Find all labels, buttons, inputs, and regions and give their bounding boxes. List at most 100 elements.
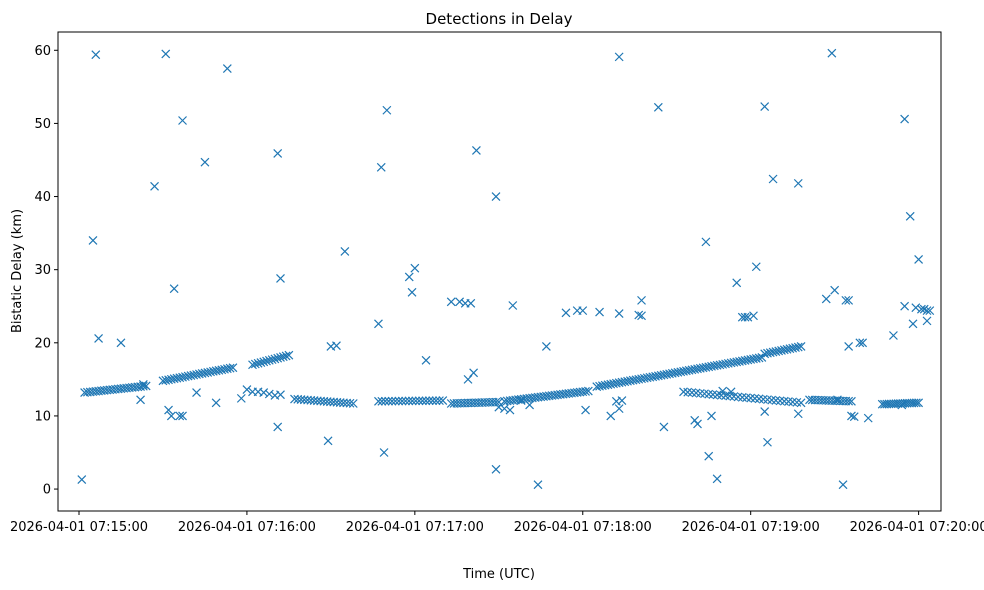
plot-frame (57, 31, 942, 512)
data-point-marker (788, 343, 798, 353)
data-point-marker (150, 181, 159, 191)
data-point-marker (178, 411, 187, 421)
data-point-marker (634, 310, 644, 320)
data-point-marker (847, 396, 856, 406)
data-point-marker (911, 398, 921, 408)
data-point-marker (595, 307, 604, 317)
data-point-marker (916, 304, 926, 314)
data-point-marker (136, 395, 145, 405)
data-point-marker (88, 235, 98, 245)
data-point-marker (581, 386, 590, 396)
data-point-marker (796, 342, 806, 351)
data-point-marker (525, 400, 535, 410)
data-point-marker (332, 341, 341, 351)
data-point-marker (760, 102, 770, 112)
data-point-marker (414, 396, 424, 406)
data-point-marker (379, 448, 389, 457)
data-point-marker (374, 319, 383, 329)
data-point-marker (469, 368, 479, 378)
data-point-marker (793, 409, 803, 419)
data-point-marker (606, 411, 616, 421)
data-point-marker (718, 386, 728, 396)
data-point-marker (166, 411, 176, 421)
data-point-marker (771, 347, 781, 356)
x-axis-label: Time (UTC) (462, 567, 535, 582)
data-point-marker (782, 344, 792, 354)
data-point-marker (421, 396, 431, 406)
data-point-marker (225, 363, 235, 373)
data-point-marker (743, 312, 753, 322)
data-point-marker (847, 411, 856, 421)
data-point-marker (900, 114, 910, 124)
data-point-marker (791, 343, 800, 353)
data-point-marker (637, 311, 646, 321)
data-point-marker (374, 396, 383, 406)
data-point-marker (751, 262, 761, 272)
y-tick-label: 30 (34, 263, 51, 278)
data-point-marker (264, 355, 274, 365)
data-point-marker (505, 405, 515, 415)
data-point-marker (827, 48, 837, 58)
data-point-marker (169, 284, 179, 294)
data-point-marker (256, 358, 266, 367)
data-point-marker (897, 400, 907, 410)
data-point-marker (701, 237, 711, 247)
data-point-marker (192, 388, 201, 397)
data-point-marker (844, 342, 854, 351)
data-point-marker (418, 396, 427, 406)
data-point-marker (838, 480, 848, 490)
data-point-marker (284, 350, 294, 360)
data-point-marker (446, 297, 456, 307)
data-point-marker (757, 353, 767, 362)
data-point-marker (785, 344, 795, 354)
data-point-marker (561, 308, 571, 318)
y-axis-label: Bistatic Delay (km) (10, 209, 25, 333)
data-point-marker (793, 342, 803, 352)
data-point-marker (394, 396, 404, 406)
data-point-marker (77, 475, 87, 484)
data-point-marker (404, 396, 414, 406)
data-point-marker (578, 306, 588, 316)
data-point-marker (925, 306, 935, 316)
data-point-marker (262, 356, 271, 366)
y-tick-label: 0 (43, 483, 51, 498)
data-point-marker (242, 385, 252, 395)
data-point-marker (830, 285, 840, 295)
data-point-marker (164, 405, 173, 415)
data-point-marker (863, 413, 873, 423)
data-point-marker (858, 338, 868, 348)
data-point-marker (178, 116, 187, 125)
data-point-marker (281, 351, 291, 361)
data-point-marker (228, 363, 238, 373)
data-point-marker (390, 396, 400, 406)
data-point-marker (653, 102, 663, 112)
data-point-marker (401, 396, 410, 406)
data-point-marker (888, 331, 898, 340)
data-point-marker (922, 316, 932, 326)
data-point-marker (833, 395, 842, 405)
data-point-marker (508, 301, 518, 310)
data-point-marker (267, 355, 277, 365)
data-point-marker (763, 437, 772, 447)
data-point-marker (276, 390, 285, 400)
chart-title: Detections in Delay (426, 10, 573, 28)
data-point-marker (259, 388, 269, 397)
data-point-marker (900, 301, 910, 311)
data-point-marker (222, 64, 232, 73)
data-point-marker (407, 396, 417, 406)
data-point-marker (278, 352, 288, 362)
data-point-marker (200, 157, 210, 167)
data-point-marker (116, 338, 126, 348)
data-point-marker (380, 396, 390, 406)
y-axis-ticks: 0 10 20 30 40 50 60 (34, 44, 58, 498)
data-point-marker (922, 306, 932, 316)
data-point-marker (914, 255, 924, 264)
data-point-marker (844, 295, 854, 305)
data-point-marker (404, 272, 414, 282)
data-point-marker (494, 402, 504, 412)
data-point-marker (911, 303, 921, 313)
data-point-marker (844, 396, 854, 406)
data-point-marker (659, 422, 669, 432)
data-point-marker (712, 474, 722, 484)
data-point-marker (471, 146, 481, 155)
